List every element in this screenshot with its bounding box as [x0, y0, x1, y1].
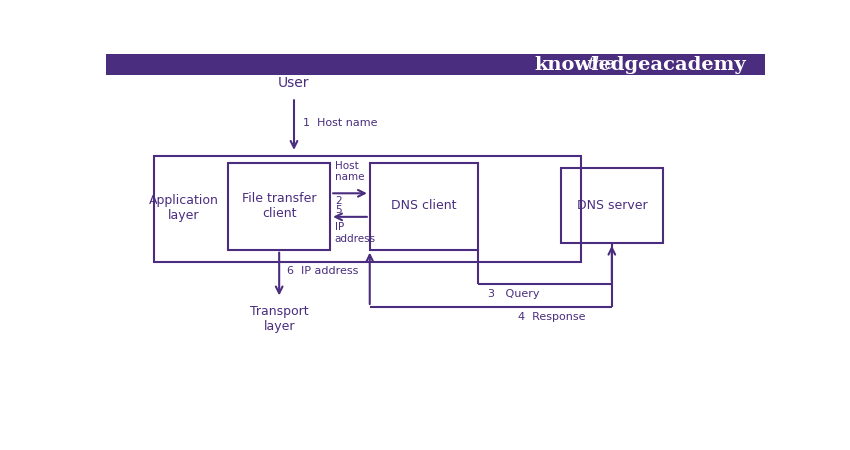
Text: Transport
layer: Transport layer	[250, 305, 309, 333]
Text: Host
name: Host name	[335, 161, 365, 182]
Text: 3   Query: 3 Query	[488, 289, 540, 299]
Bar	[228, 163, 330, 250]
Text: DNS server: DNS server	[576, 199, 647, 212]
Text: knowledgeacademy: knowledgeacademy	[535, 56, 746, 74]
Text: User: User	[278, 76, 309, 90]
Bar	[370, 163, 479, 250]
Text: 2: 2	[335, 196, 342, 206]
Bar	[154, 156, 581, 262]
Text: IP
address: IP address	[335, 222, 376, 243]
Bar	[106, 54, 765, 76]
Text: the: the	[587, 56, 615, 73]
Bar	[561, 168, 663, 243]
Text: 6  IP address: 6 IP address	[287, 266, 359, 276]
Text: Application
layer: Application layer	[149, 194, 219, 222]
Text: 5: 5	[335, 205, 342, 215]
Text: DNS client: DNS client	[391, 199, 456, 212]
Text: 4  Response: 4 Response	[518, 312, 586, 322]
Text: 1  Host name: 1 Host name	[303, 118, 377, 128]
Text: File transfer
client: File transfer client	[242, 192, 316, 220]
